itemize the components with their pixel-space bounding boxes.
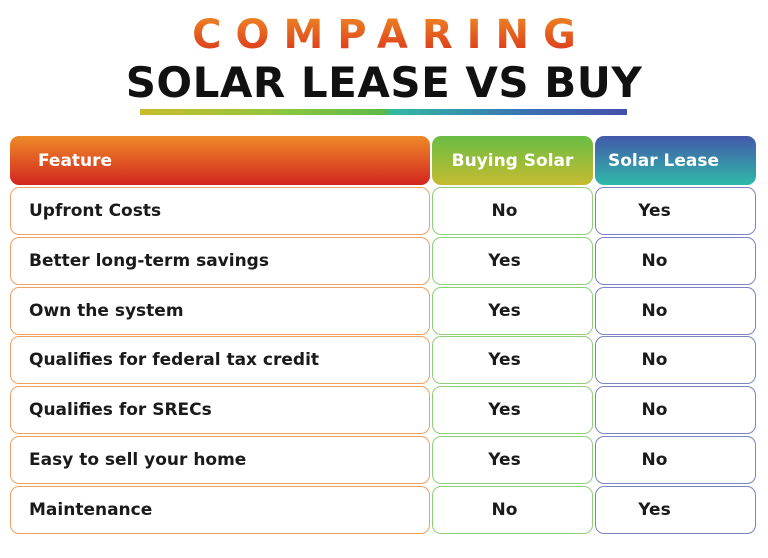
table-cell-buying: Yes [432, 336, 593, 385]
header-feature: Feature [10, 136, 430, 185]
table-cell-feature: Easy to sell your home [10, 436, 430, 484]
title-main: SOLAR LEASE VS BUY [125, 58, 643, 107]
table-cell-buying: Yes [432, 436, 593, 484]
table-cell-lease: No [595, 336, 756, 385]
table-cell-lease: No [595, 386, 756, 435]
table-cell-lease: Yes [595, 485, 756, 534]
gradient-divider [140, 109, 627, 115]
table-cell-lease: No [595, 436, 756, 484]
table-cell-buying: Yes [432, 386, 593, 435]
table-cell-feature: Better long-term savings [10, 236, 430, 285]
table-cell-feature: Own the system [10, 286, 430, 335]
table-cell-buying: Yes [432, 236, 593, 285]
table-cell-feature: Qualifies for SRECs [10, 386, 430, 435]
title-comparing: COMPARING [0, 12, 768, 58]
table-cell-lease: No [595, 286, 756, 335]
table-cell-lease: No [595, 236, 756, 285]
table-cell-buying: No [432, 485, 593, 534]
table-cell-feature: Upfront Costs [10, 187, 430, 235]
table-cell-buying: Yes [432, 286, 593, 335]
header-solar-lease: Solar Lease [595, 136, 756, 185]
table-cell-feature: Maintenance [10, 485, 430, 534]
table-cell-feature: Qualifies for federal tax credit [10, 336, 430, 385]
table-cell-lease: Yes [595, 187, 756, 235]
header-buying-solar: Buying Solar [432, 136, 593, 185]
table-cell-buying: No [432, 187, 593, 235]
